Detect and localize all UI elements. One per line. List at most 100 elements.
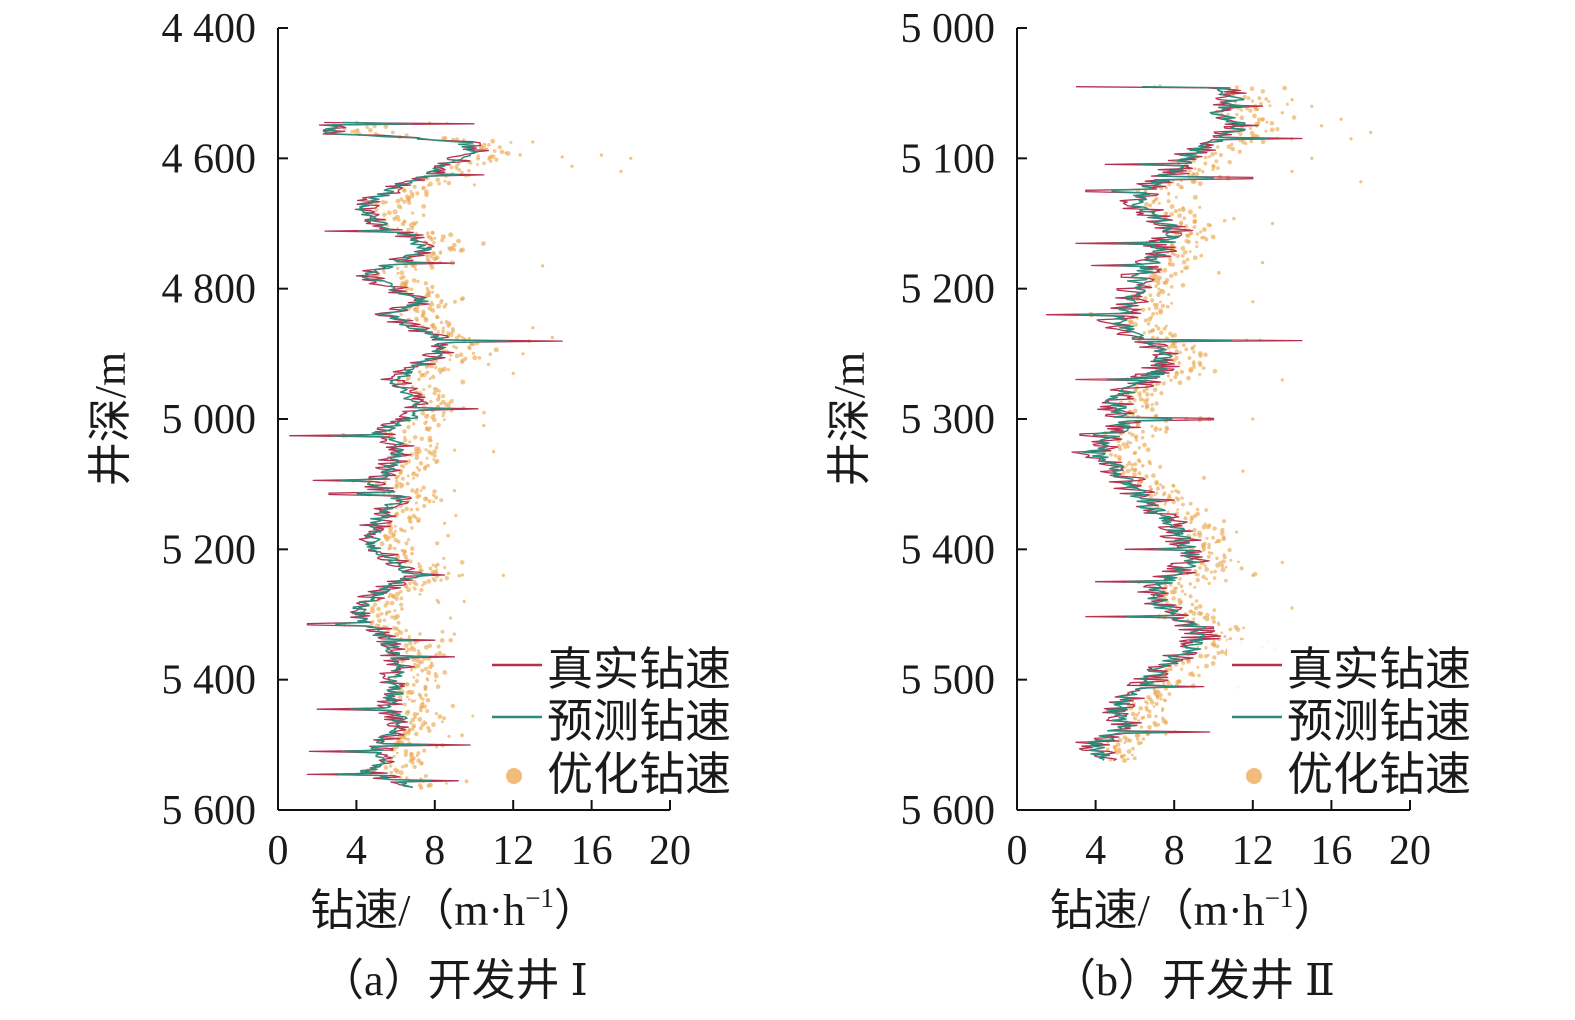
optimized-point: [395, 751, 399, 755]
optimized-point: [1155, 481, 1159, 486]
optimized-point: [442, 304, 447, 309]
optimized-point: [629, 156, 633, 160]
optimized-point: [459, 560, 465, 565]
optimized-point: [488, 352, 493, 357]
optimized-point: [417, 468, 422, 472]
optimized-point: [1193, 585, 1197, 589]
x-tick-label: 4: [346, 828, 367, 874]
optimized-point: [619, 169, 623, 173]
optimized-point: [394, 484, 399, 489]
optimized-point: [405, 690, 411, 695]
optimized-point: [405, 695, 409, 699]
optimized-point: [415, 319, 419, 322]
optimized-point: [431, 231, 435, 235]
optimized-point: [1232, 216, 1236, 221]
optimized-point: [1216, 651, 1221, 655]
optimized-point: [425, 697, 431, 703]
optimized-point: [1226, 112, 1230, 116]
optimized-point: [1130, 711, 1136, 717]
optimized-point: [1159, 697, 1163, 701]
optimized-point: [431, 563, 435, 567]
optimized-point: [419, 489, 423, 493]
optimized-point: [1177, 380, 1183, 386]
legend-background: [1227, 640, 1472, 798]
optimized-point: [457, 168, 462, 172]
legend-label: 预测钻速: [547, 696, 731, 747]
optimized-point: [432, 252, 437, 256]
optimized-point: [432, 458, 436, 462]
y-tick-label: 5 000: [901, 6, 996, 52]
optimized-point: [433, 365, 438, 370]
optimized-point: [435, 177, 441, 182]
optimized-point: [436, 442, 439, 446]
optimized-point: [383, 124, 389, 129]
optimized-point: [1234, 85, 1240, 90]
optimized-point: [1280, 111, 1284, 115]
optimized-point: [406, 587, 411, 593]
optimized-point: [384, 612, 388, 616]
optimized-point: [467, 168, 471, 173]
optimized-point: [1153, 305, 1159, 310]
x-axis-label-superscript: −1: [1265, 883, 1294, 913]
optimized-point: [1176, 508, 1179, 511]
optimized-point: [1201, 366, 1206, 370]
optimized-point: [1198, 205, 1202, 209]
optimized-point: [425, 370, 430, 375]
optimized-point: [436, 397, 441, 402]
optimized-point: [1123, 465, 1127, 469]
optimized-point: [1158, 692, 1163, 698]
optimized-point: [1109, 452, 1113, 457]
optimized-point: [470, 342, 475, 347]
optimized-point: [1147, 329, 1152, 334]
optimized-point: [422, 503, 427, 509]
optimized-point: [415, 754, 419, 758]
optimized-point: [1257, 96, 1262, 101]
optimized-point: [409, 508, 413, 512]
optimized-point: [409, 193, 415, 199]
optimized-point: [1145, 392, 1150, 397]
optimized-point: [1255, 107, 1260, 112]
optimized-point: [431, 722, 436, 727]
optimized-point: [1192, 179, 1197, 184]
optimized-point: [1188, 582, 1193, 586]
optimized-point: [399, 464, 403, 468]
optimized-point: [456, 162, 461, 166]
optimized-point: [1151, 312, 1156, 316]
optimized-point: [464, 779, 469, 784]
optimized-point: [1195, 232, 1200, 236]
optimized-point: [419, 785, 424, 790]
optimized-point: [442, 716, 446, 721]
optimized-point: [1184, 265, 1190, 270]
optimized-point: [446, 368, 450, 372]
optimized-point: [412, 725, 416, 729]
optimized-point: [1235, 112, 1239, 117]
optimized-point: [1183, 516, 1188, 521]
optimized-point: [1349, 137, 1353, 141]
optimized-point: [382, 212, 387, 217]
optimized-point: [428, 384, 432, 388]
optimized-point: [393, 609, 397, 612]
optimized-point: [1209, 570, 1213, 574]
optimized-point: [1202, 548, 1206, 552]
optimized-point: [1224, 578, 1228, 583]
predicted-rate-line: [1078, 85, 1268, 761]
optimized-point: [432, 453, 437, 458]
optimized-point: [1160, 289, 1166, 295]
optimized-point: [1270, 221, 1275, 226]
optimized-point: [471, 714, 475, 718]
optimized-point: [1154, 401, 1159, 406]
optimized-point: [432, 390, 437, 396]
optimized-point: [1200, 235, 1204, 240]
optimized-point: [422, 580, 427, 586]
optimized-point: [1170, 490, 1174, 494]
optimized-point: [1132, 451, 1137, 455]
optimized-point: [422, 704, 427, 709]
optimized-point: [416, 673, 420, 677]
optimized-point: [501, 573, 505, 578]
legend-label: 预测钻速: [1287, 696, 1471, 747]
optimized-point: [393, 546, 397, 551]
optimized-point: [416, 310, 420, 314]
optimized-point: [1237, 560, 1240, 564]
optimized-point: [415, 220, 419, 224]
optimized-point: [427, 428, 431, 432]
